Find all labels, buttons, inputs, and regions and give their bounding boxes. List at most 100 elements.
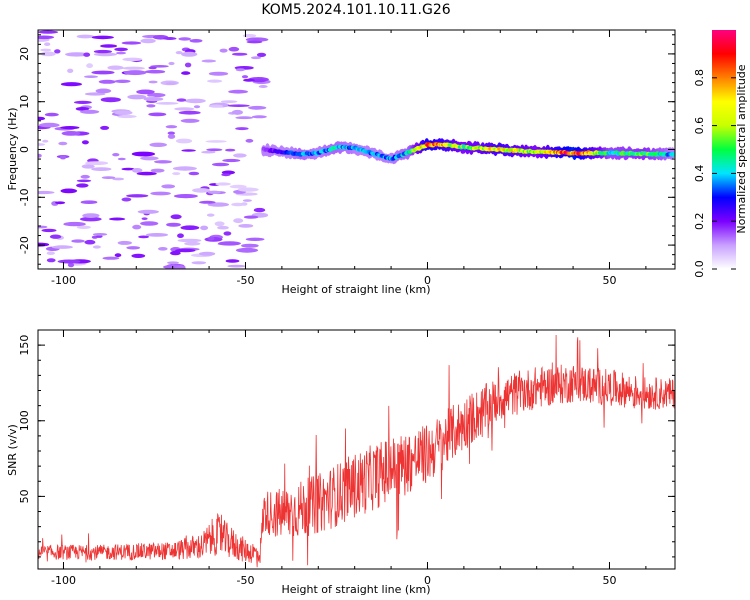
y-tick-label: 100 [18, 410, 31, 431]
spectrogram-noise-cell [251, 115, 267, 119]
spectrogram-noise-cell [91, 70, 115, 75]
spectrogram-noise-cell [41, 228, 57, 233]
snr-ylabel: SNR (v/v) [6, 424, 19, 476]
spectrogram-noise-cell [155, 102, 179, 105]
spectrogram-noise-cell [207, 190, 221, 194]
spectrogram-noise-cell [146, 104, 156, 108]
spectrogram-noise-cell [150, 168, 165, 173]
colorbar-label: Normalized spectral amplitude [735, 64, 748, 233]
spectrogram-noise-cell [147, 93, 166, 98]
spectrogram-noise-cell [241, 75, 249, 79]
spectrogram-noise-cell [165, 125, 178, 129]
spectrogram-noise-cell [143, 97, 164, 102]
spectrogram-noise-cell [176, 98, 187, 102]
spectrogram-noise-cell [184, 241, 201, 246]
spectrogram-noise-cell [243, 215, 259, 219]
spectrogram-noise-cell [184, 98, 206, 104]
spectrogram-noise-cell [38, 153, 42, 158]
spectrogram-noise-cell [60, 82, 82, 87]
spectrogram-noise-cell [76, 34, 95, 39]
spectrogram-noise-cell [84, 75, 98, 78]
spectrogram-noise-cell [38, 190, 55, 195]
spectrogram-noise-cell [67, 68, 74, 74]
spectrogram-noise-cell [38, 116, 46, 121]
colorbar-tick-label: 0.4 [693, 165, 706, 183]
spectrogram-noise-cell [148, 112, 167, 117]
y-tick-label: 50 [18, 489, 31, 503]
spectrogram-noise-cell [225, 148, 236, 152]
x-tick-label: -100 [51, 574, 76, 587]
spectrogram-noise-cell [117, 157, 126, 161]
spectrogram-noise-cell [246, 40, 263, 44]
spectrogram-noise-cell [198, 251, 216, 256]
spectrogram-noise-cell [150, 191, 171, 196]
spectrogram-noise-cell [122, 57, 143, 62]
spectrogram-noise-cell [235, 247, 259, 253]
spectrogram-noise-cell [114, 253, 122, 258]
spectrogram-noise-cell [121, 197, 132, 202]
spectrogram-noise-cell [174, 107, 195, 111]
spectrogram-xlabel: Height of straight line (km) [281, 283, 430, 296]
spectrogram-noise-cell [241, 202, 248, 206]
spectrogram-noise-cell [84, 92, 106, 96]
spectrogram-noise-cell [86, 63, 93, 69]
spectrogram-noise-cell [228, 46, 240, 52]
spectrogram-noise-cell [114, 47, 128, 52]
spectrogram-noise-cell [145, 233, 169, 237]
spectrogram-noise-cell [201, 59, 217, 63]
spectrogram-noise-cell [207, 79, 223, 83]
spectrogram-noise-cell [81, 164, 95, 169]
spectrogram-noise-cell [145, 69, 166, 74]
spectrogram-noise-cell [92, 233, 108, 236]
spectrogram-noise-cell [191, 261, 207, 265]
spectrogram-noise-cell [177, 233, 184, 238]
snr-xlabel: Height of straight line (km) [281, 583, 430, 596]
spectrogram-noise-cell [200, 225, 209, 231]
spectrogram-noise-cell [223, 231, 232, 236]
spectrogram-noise-cell [242, 199, 252, 202]
spectrogram-noise-cell [112, 177, 125, 181]
x-tick-label: -50 [236, 574, 254, 587]
spectrogram-noise-cell [218, 241, 241, 246]
spectrogram-noise-cell [242, 34, 257, 38]
spectrogram-noise-cell [227, 104, 250, 107]
spectrogram-noise-cell [175, 138, 193, 144]
spectrogram-noise-cell [79, 109, 100, 114]
spectrogram-noise-cell [141, 217, 148, 220]
spectrogram-noise-cell [214, 221, 225, 227]
spectrogram-noise-cell [46, 258, 56, 263]
spectrogram-noise-cell [76, 183, 89, 188]
spectrogram-noise-cell [221, 173, 231, 177]
spectrogram-noise-cell [51, 245, 73, 249]
spectrogram-noise-cell [175, 51, 183, 55]
spectrogram-noise-cell [235, 116, 254, 120]
spectrogram-noise-cell [138, 235, 150, 239]
spectrogram-noise-cell [74, 100, 92, 104]
spectrogram-noise-cell [107, 65, 124, 70]
spectrogram-noise-cell [161, 184, 176, 189]
spectrogram-noise-cell [168, 61, 175, 66]
spectrogram-noise-cell [201, 150, 216, 154]
spectrogram-noise-cell [63, 221, 86, 227]
spectrogram-noise-cell [189, 39, 203, 43]
spectrogram-noise-cell [243, 78, 255, 82]
spectrogram-noise-cell [80, 174, 90, 179]
spectrogram-noise-cell [233, 218, 244, 224]
spectrogram-noise-cell [148, 80, 158, 84]
x-tick-label: 50 [602, 574, 616, 587]
spectrogram-noise-cell [60, 188, 78, 194]
spectrogram-noise-cell [140, 221, 159, 226]
spectrogram-noise-cell [76, 179, 92, 183]
spectrogram-noise-cell [38, 35, 55, 40]
spectrogram-noise-cell [217, 225, 229, 230]
spectrogram-noise-cell [140, 38, 156, 44]
x-tick-label: -50 [236, 274, 254, 287]
spectrogram-noise-cell [175, 265, 186, 269]
spectrogram-noise-cell [253, 207, 266, 213]
snr-panel: -100 -50 0 50 50 100 150 Height of straight li… [6, 329, 676, 596]
spectrogram-noise-cell [54, 49, 61, 54]
spectrogram-noise-cell [100, 97, 121, 103]
spectrogram-noise-cell [206, 148, 223, 152]
